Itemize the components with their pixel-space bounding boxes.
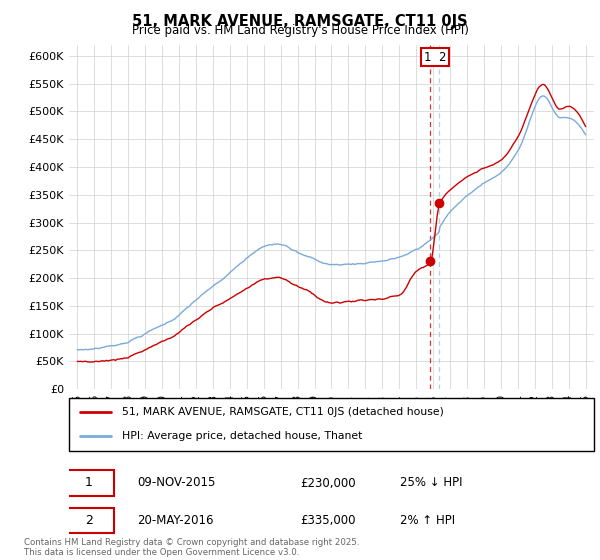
Text: 1  2: 1 2 <box>424 50 446 63</box>
Text: Contains HM Land Registry data © Crown copyright and database right 2025.
This d: Contains HM Land Registry data © Crown c… <box>24 538 359 557</box>
Text: 25% ↓ HPI: 25% ↓ HPI <box>400 477 462 489</box>
FancyBboxPatch shape <box>69 398 594 451</box>
Text: £230,000: £230,000 <box>300 477 356 489</box>
Text: 20-MAY-2016: 20-MAY-2016 <box>137 514 214 527</box>
Text: £335,000: £335,000 <box>300 514 355 527</box>
FancyBboxPatch shape <box>64 470 113 496</box>
Text: Price paid vs. HM Land Registry's House Price Index (HPI): Price paid vs. HM Land Registry's House … <box>131 24 469 37</box>
Text: 1: 1 <box>85 477 92 489</box>
Text: 09-NOV-2015: 09-NOV-2015 <box>137 477 215 489</box>
Text: 2: 2 <box>85 514 92 527</box>
Text: HPI: Average price, detached house, Thanet: HPI: Average price, detached house, Than… <box>121 431 362 441</box>
Text: 51, MARK AVENUE, RAMSGATE, CT11 0JS (detached house): 51, MARK AVENUE, RAMSGATE, CT11 0JS (det… <box>121 408 443 418</box>
FancyBboxPatch shape <box>64 507 113 534</box>
Text: 2% ↑ HPI: 2% ↑ HPI <box>400 514 455 527</box>
Text: 51, MARK AVENUE, RAMSGATE, CT11 0JS: 51, MARK AVENUE, RAMSGATE, CT11 0JS <box>132 14 468 29</box>
